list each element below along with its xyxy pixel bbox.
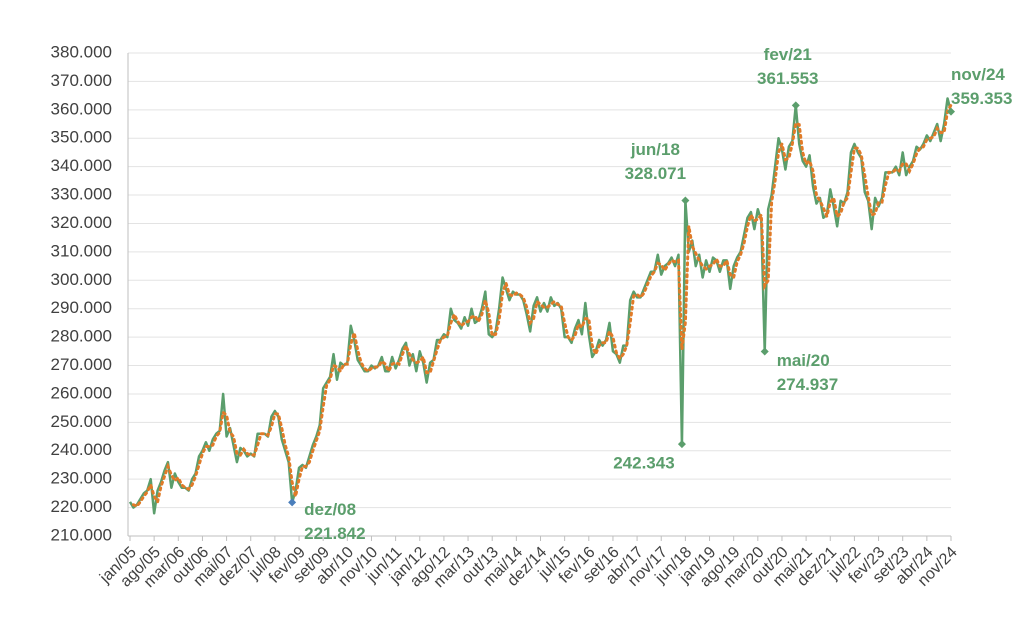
- y-tick-label: 280.000: [51, 327, 112, 346]
- y-tick-label: 380.000: [51, 42, 112, 61]
- annotation-value: 328.071: [625, 164, 686, 183]
- annotation-value: 361.553: [757, 69, 818, 88]
- annotation-label: jun/18: [630, 140, 680, 159]
- trendline: [131, 103, 953, 508]
- annotation-label: mai/20: [777, 351, 830, 370]
- y-tick-label: 310.000: [51, 241, 112, 260]
- y-tick-label: 220.000: [51, 497, 112, 516]
- annotation-label: dez/08: [304, 500, 356, 519]
- annotation-value: 221.842: [304, 524, 365, 543]
- y-tick-label: 210.000: [51, 525, 112, 544]
- y-tick-label: 250.000: [51, 412, 112, 431]
- y-tick-label: 260.000: [51, 383, 112, 402]
- point-marker: [947, 107, 955, 116]
- y-tick-label: 300.000: [51, 270, 112, 289]
- point-marker: [288, 498, 297, 507]
- y-tick-label: 240.000: [51, 440, 112, 459]
- y-tick-label: 340.000: [51, 156, 112, 175]
- annotation-value: 242.343: [613, 454, 674, 473]
- y-tick-label: 350.000: [51, 128, 112, 147]
- annotation-value: 274.937: [777, 375, 838, 394]
- point-marker: [681, 196, 690, 205]
- y-tick-label: 320.000: [51, 213, 112, 232]
- annotation-value: 359.353: [951, 89, 1012, 108]
- point-marker: [760, 347, 769, 356]
- y-tick-label: 370.000: [51, 71, 112, 90]
- point-marker: [677, 440, 686, 449]
- y-tick-label: 230.000: [51, 469, 112, 488]
- y-tick-label: 360.000: [51, 99, 112, 118]
- point-marker: [791, 101, 800, 110]
- y-tick-label: 270.000: [51, 355, 112, 374]
- y-tick-label: 330.000: [51, 185, 112, 204]
- annotation-label: fev/21: [764, 45, 812, 64]
- y-tick-label: 290.000: [51, 298, 112, 317]
- annotation-label: nov/24: [951, 65, 1005, 84]
